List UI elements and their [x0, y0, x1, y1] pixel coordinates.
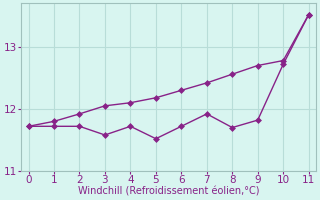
X-axis label: Windchill (Refroidissement éolien,°C): Windchill (Refroidissement éolien,°C) [78, 187, 259, 197]
